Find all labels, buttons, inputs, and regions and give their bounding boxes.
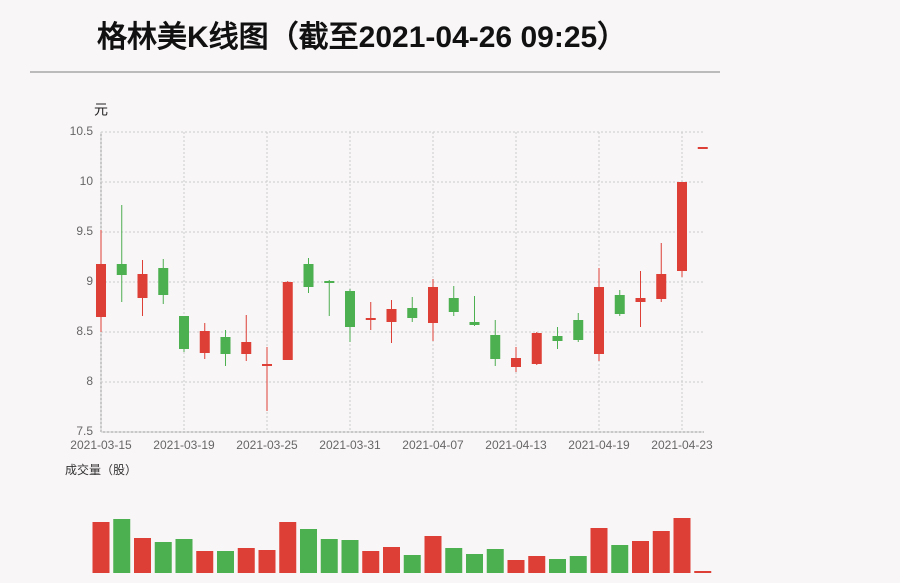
volume-bar xyxy=(237,548,255,573)
candle-body xyxy=(220,337,231,354)
volume-bar xyxy=(507,560,525,573)
volume-bar xyxy=(196,551,214,573)
volume-bar xyxy=(113,519,131,573)
y-tick-label: 7.5 xyxy=(76,424,93,438)
candle-body xyxy=(552,336,563,341)
volume-bar xyxy=(486,549,504,573)
volume-bar xyxy=(632,541,649,573)
volume-bar xyxy=(320,539,338,573)
candle-body xyxy=(158,268,169,295)
volume-bar xyxy=(611,545,629,573)
candle-body xyxy=(386,309,397,322)
candle-body xyxy=(116,264,127,275)
y-tick-label: 9.5 xyxy=(76,224,93,238)
volume-bar xyxy=(590,528,608,573)
candle-body xyxy=(635,298,646,302)
candle-body xyxy=(324,281,335,283)
candle-body xyxy=(697,147,708,149)
volume-bar xyxy=(341,540,359,573)
x-tick-label: 2021-03-31 xyxy=(319,438,381,452)
volume-bar xyxy=(217,551,234,573)
volume-bar xyxy=(694,571,712,573)
volume-title: 成交量（股） xyxy=(65,462,137,477)
candle-body xyxy=(511,358,521,367)
volume-bar xyxy=(403,555,421,573)
x-tick-label: 2021-04-23 xyxy=(651,438,713,452)
volume-bar xyxy=(673,518,691,573)
volume-bar xyxy=(300,529,317,573)
candle-body xyxy=(490,335,501,359)
chart-title: 格林美K线图（截至2021-04-26 09:25） xyxy=(97,20,627,54)
volume-bar xyxy=(134,538,151,573)
candle-body xyxy=(179,316,189,349)
volume-bar xyxy=(175,539,193,573)
volume-bar xyxy=(569,556,587,573)
candle-body xyxy=(614,295,625,314)
x-tick-label: 2021-03-19 xyxy=(153,438,215,452)
volume-bar xyxy=(528,556,546,573)
candle-body xyxy=(448,298,459,312)
candle-body xyxy=(282,282,293,360)
candle-body xyxy=(241,342,252,354)
candle-body xyxy=(262,364,272,366)
candle-body xyxy=(407,308,418,318)
candle-body xyxy=(199,331,210,353)
candle-body xyxy=(677,182,687,271)
candle-body xyxy=(573,320,584,340)
volume-bar xyxy=(154,542,172,573)
candle-body xyxy=(594,287,604,354)
volume-bar xyxy=(652,531,670,573)
volume-bar xyxy=(279,522,297,573)
x-tick-label: 2021-04-19 xyxy=(568,438,630,452)
volume-bar xyxy=(549,559,566,573)
candle-body xyxy=(345,291,355,327)
volume-bar xyxy=(383,547,400,573)
x-tick-label: 2021-03-15 xyxy=(70,438,132,452)
volume-bar xyxy=(362,551,380,573)
volume-bar xyxy=(424,536,442,573)
y-tick-label: 8.5 xyxy=(76,324,93,338)
candle-body xyxy=(428,287,438,323)
volume-bar xyxy=(466,554,483,573)
x-tick-label: 2021-04-13 xyxy=(485,438,547,452)
candle-body xyxy=(365,318,376,320)
y-tick-label: 9 xyxy=(86,274,93,288)
volume-bar xyxy=(445,548,463,573)
volume-bar xyxy=(258,550,276,573)
y-tick-label: 8 xyxy=(86,374,93,388)
x-tick-label: 2021-03-25 xyxy=(236,438,298,452)
candle-body xyxy=(96,264,106,317)
y-tick-label: 10 xyxy=(80,174,94,188)
candle-body xyxy=(531,333,542,364)
candle-body xyxy=(469,322,480,325)
candle-body xyxy=(137,274,148,298)
candle-body xyxy=(656,274,667,299)
y-tick-label: 10.5 xyxy=(70,124,94,138)
volume-bar xyxy=(92,522,110,573)
candle-body xyxy=(303,264,314,287)
x-tick-label: 2021-04-07 xyxy=(402,438,464,452)
y-axis-unit: 元 xyxy=(94,102,108,118)
